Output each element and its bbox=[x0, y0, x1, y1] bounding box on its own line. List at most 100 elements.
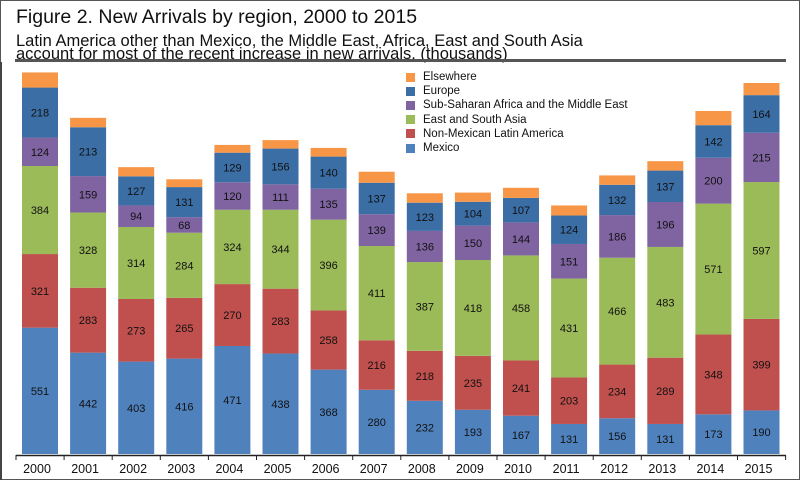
data-label: 139 bbox=[368, 225, 386, 237]
legend-label: Non-Mexican Latin America bbox=[423, 127, 564, 140]
x-tick-label: 2015 bbox=[745, 462, 773, 476]
x-tick-label: 2011 bbox=[553, 462, 580, 476]
data-label: 137 bbox=[656, 181, 674, 193]
data-label: 156 bbox=[271, 161, 289, 173]
data-label: 104 bbox=[464, 209, 482, 221]
data-label: 418 bbox=[464, 303, 482, 315]
data-label: 136 bbox=[416, 241, 434, 253]
data-label: 283 bbox=[271, 316, 289, 328]
legend-item-mexico: Mexico bbox=[406, 141, 628, 155]
bar-segment-elsewhere-2015 bbox=[743, 82, 780, 96]
data-label: 142 bbox=[704, 136, 722, 148]
bar-segment-mexico-2013 bbox=[647, 423, 684, 454]
data-label: 442 bbox=[79, 398, 97, 410]
bar-segment-europe-2009 bbox=[454, 201, 491, 226]
bar-segment-sub-saharan-africa-and-the-middle-east-2004 bbox=[214, 182, 251, 210]
legend: Elsewhere Europe Sub-Saharan Africa and th… bbox=[406, 70, 628, 155]
bar-segment-mexico-2001 bbox=[70, 352, 107, 454]
data-label: 131 bbox=[560, 434, 578, 446]
data-label: 123 bbox=[416, 212, 434, 224]
data-label: 213 bbox=[79, 147, 97, 159]
bar-2007: 280 216 411 139 137 bbox=[358, 171, 395, 454]
left-border bbox=[0, 62, 2, 480]
bar-segment-elsewhere-2000 bbox=[22, 72, 58, 88]
data-label: 466 bbox=[608, 306, 626, 318]
bar-segment-east-and-south-asia-2006 bbox=[310, 219, 347, 311]
legend-swatch bbox=[406, 143, 415, 153]
data-label: 438 bbox=[271, 399, 289, 411]
bar-segment-mexico-2002 bbox=[118, 361, 155, 454]
bar-segment-sub-saharan-africa-and-the-middle-east-2005 bbox=[262, 184, 299, 210]
bar-segment-mexico-2004 bbox=[214, 345, 251, 454]
legend-item-east-and-south-asia: East and South Asia bbox=[406, 113, 628, 127]
data-label: 218 bbox=[31, 108, 49, 120]
bar-segment-east-and-south-asia-2007 bbox=[358, 246, 395, 341]
bar-2001: 442 283 328 159 213 bbox=[70, 117, 107, 454]
data-label: 215 bbox=[752, 152, 770, 164]
bar-segment-mexico-2007 bbox=[358, 389, 395, 454]
data-label: 571 bbox=[704, 264, 722, 276]
data-label: 241 bbox=[512, 383, 530, 395]
data-label: 218 bbox=[416, 371, 434, 383]
data-label: 135 bbox=[319, 199, 337, 211]
bar-segment-elsewhere-2005 bbox=[262, 140, 299, 149]
bar-segment-europe-2007 bbox=[358, 182, 395, 215]
bar-segment-elsewhere-2006 bbox=[310, 147, 347, 157]
x-tick-label: 2006 bbox=[312, 462, 340, 476]
bar-segment-mexico-2012 bbox=[599, 418, 636, 454]
x-tick-label: 2014 bbox=[696, 462, 724, 476]
bar-segment-sub-saharan-africa-and-the-middle-east-2009 bbox=[454, 225, 491, 261]
bar-segment-sub-saharan-africa-and-the-middle-east-2001 bbox=[70, 176, 107, 213]
bar-segment-elsewhere-2007 bbox=[358, 171, 395, 183]
bar-segment-sub-saharan-africa-and-the-middle-east-2003 bbox=[166, 217, 203, 233]
bar-segment-sub-saharan-africa-and-the-middle-east-2000 bbox=[22, 137, 58, 166]
bar-segment-elsewhere-2009 bbox=[454, 192, 491, 202]
bar-segment-east-and-south-asia-2010 bbox=[503, 255, 539, 361]
data-label: 399 bbox=[752, 360, 770, 372]
bar-segment-sub-saharan-africa-and-the-middle-east-2014 bbox=[695, 157, 732, 204]
bar-segment-sub-saharan-africa-and-the-middle-east-2013 bbox=[647, 201, 684, 247]
bar-segment-elsewhere-2011 bbox=[551, 205, 588, 216]
data-label: 273 bbox=[127, 325, 145, 337]
bar-segment-sub-saharan-africa-and-the-middle-east-2015 bbox=[743, 132, 780, 183]
data-label: 203 bbox=[560, 396, 578, 408]
data-label: 471 bbox=[223, 395, 241, 407]
bar-segment-non-mexican-latin-america-2000 bbox=[22, 254, 58, 328]
data-label: 284 bbox=[175, 260, 193, 272]
legend-swatch bbox=[406, 100, 415, 110]
data-label: 483 bbox=[656, 297, 674, 309]
bar-segment-sub-saharan-africa-and-the-middle-east-2010 bbox=[503, 222, 539, 256]
legend-swatch bbox=[406, 86, 415, 96]
bar-segment-elsewhere-2012 bbox=[599, 175, 636, 185]
x-tick-label: 2010 bbox=[504, 462, 532, 476]
bar-segment-elsewhere-2008 bbox=[406, 193, 443, 203]
data-label: 127 bbox=[127, 186, 145, 198]
chart-title: Figure 2. New Arrivals by region, 2000 t… bbox=[16, 6, 418, 28]
data-label: 186 bbox=[608, 231, 626, 243]
data-label: 387 bbox=[416, 301, 434, 313]
legend-label: Elsewhere bbox=[423, 71, 477, 84]
data-label: 368 bbox=[319, 407, 337, 419]
bar-segment-europe-2015 bbox=[743, 95, 780, 133]
data-label: 150 bbox=[464, 238, 482, 250]
data-label: 431 bbox=[560, 323, 578, 335]
bar-segment-europe-2004 bbox=[214, 152, 251, 183]
bar-2013: 131 289 483 196 137 bbox=[647, 161, 684, 454]
bar-segment-europe-2010 bbox=[503, 197, 539, 223]
bar-2000: 551 321 384 124 218 bbox=[22, 72, 58, 454]
bar-segment-east-and-south-asia-2003 bbox=[166, 232, 203, 298]
bar-segment-non-mexican-latin-america-2005 bbox=[262, 288, 299, 354]
bar-segment-sub-saharan-africa-and-the-middle-east-2007 bbox=[358, 214, 395, 247]
bar-segment-elsewhere-2001 bbox=[70, 117, 107, 128]
data-label: 131 bbox=[656, 434, 674, 446]
bar-segment-non-mexican-latin-america-2008 bbox=[406, 350, 443, 401]
data-label: 270 bbox=[223, 310, 241, 322]
data-label: 396 bbox=[319, 260, 337, 272]
bar-2008: 232 218 387 136 123 bbox=[406, 193, 443, 454]
bar-segment-europe-2012 bbox=[599, 184, 636, 216]
data-label: 68 bbox=[178, 220, 190, 232]
bar-segment-mexico-2008 bbox=[406, 400, 443, 454]
legend-label: Sub-Saharan Africa and the Middle East bbox=[423, 99, 628, 112]
legend-swatch bbox=[406, 129, 415, 139]
data-label: 94 bbox=[130, 211, 142, 223]
